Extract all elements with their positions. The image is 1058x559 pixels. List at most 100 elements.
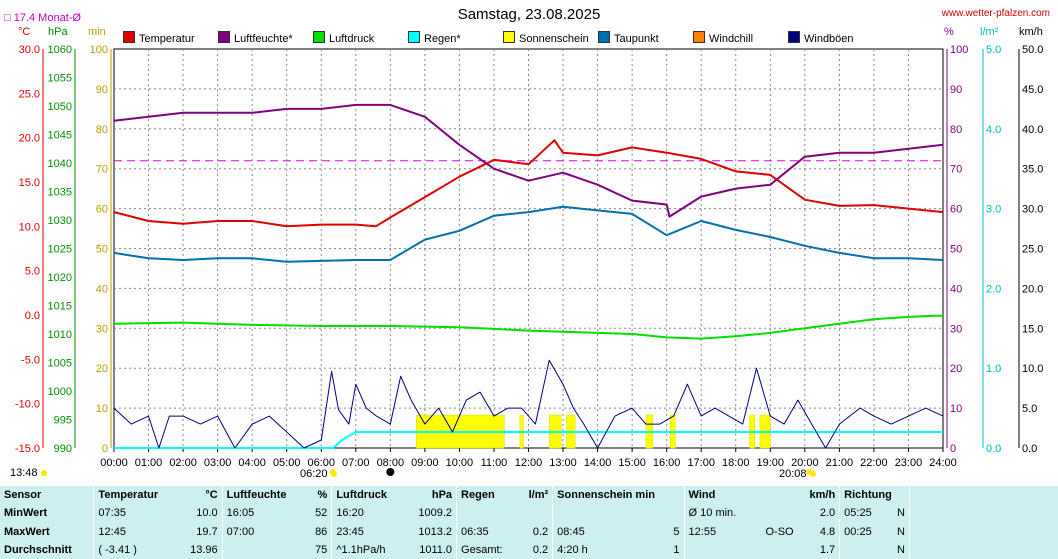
- wind-direction: [753, 541, 797, 559]
- stats-header-rain-unit: l/m²: [528, 489, 549, 502]
- statistics-table: Sensor Temperatur °C Luftfeuchte % Luftd…: [0, 486, 1058, 559]
- x-tick-label: 13:00: [549, 457, 577, 469]
- y-tick-label: 35.0: [1022, 164, 1043, 176]
- x-tick-label: 22:00: [860, 457, 888, 469]
- legend-swatch: [788, 31, 800, 43]
- series-line-luftfeuchte: [113, 103, 944, 218]
- current-time-marker: [386, 468, 395, 476]
- stats-header-sonnenschein: Sonnenschein min: [552, 486, 685, 505]
- sunset-time: 20:08: [779, 468, 816, 480]
- series-line-taupunkt: [113, 205, 944, 263]
- legend-taupunkt: Taupunkt: [598, 31, 659, 45]
- x-tick-label: 07:00: [342, 457, 370, 469]
- row-label: Durchschnitt: [4, 543, 72, 556]
- table-row: MaxWert 12:45 19.7 07:00 86 23:45 1013.2…: [0, 522, 1058, 541]
- wind-value: 2.0: [819, 507, 836, 520]
- legend-regen: Regen*: [408, 31, 461, 45]
- y-tick-label: 995: [54, 415, 72, 427]
- stats-header-richtung: Richtung: [839, 486, 910, 505]
- y-tick-label: 60: [96, 204, 108, 216]
- table-row: Durchschnitt ( -3.41 ) 13.96 75 ^1.1hPa/…: [0, 540, 1058, 559]
- wind-value: 1.7: [819, 543, 836, 556]
- stats-header-luftdruck: Luftdruck: [331, 486, 405, 505]
- y-tick-label: 20: [96, 363, 108, 375]
- x-tick-label: 11:00: [481, 457, 508, 469]
- legend-luftdruck: Luftdruck: [313, 31, 374, 45]
- x-tick-label: 18:00: [722, 457, 750, 469]
- rain-value: 0.2: [532, 543, 549, 556]
- x-tick-label: 04:00: [238, 457, 266, 469]
- hum-value: 86: [315, 525, 328, 538]
- legend-swatch: [313, 31, 325, 43]
- legend-label: Sonnenschein: [519, 33, 589, 45]
- dir-value: N: [897, 525, 905, 538]
- legend-swatch: [408, 31, 420, 43]
- press-value: 1009.2: [418, 507, 453, 520]
- y-tick-label: 1040: [48, 158, 72, 170]
- y-tick-label: 1055: [48, 73, 72, 85]
- y-tick-label: 20.0: [19, 133, 40, 145]
- y-tick-label: 70: [96, 164, 108, 176]
- chart-title: Samstag, 23.08.2025: [457, 6, 601, 23]
- month-average-swatch-icon: □: [4, 12, 11, 24]
- wind-unit: km/h: [1019, 26, 1043, 38]
- sun-time: 08:45: [552, 522, 649, 541]
- site-url[interactable]: www.wetter-pfalzen.com: [941, 8, 1050, 19]
- y-tick-label: 1.0: [986, 363, 1001, 375]
- y-tick-label: 40: [950, 283, 962, 295]
- rain-value: [518, 504, 553, 522]
- y-tick-label: 1035: [48, 187, 72, 199]
- dir-value: N: [897, 543, 905, 556]
- series-line-regen: [114, 431, 943, 449]
- y-tick-label: 100: [950, 44, 968, 56]
- dir-value: N: [897, 507, 905, 520]
- stats-header-temperatur: Temperatur: [93, 486, 178, 505]
- x-tick-label: 20:00: [791, 457, 819, 469]
- press-time: 16:20: [331, 504, 405, 523]
- y-tick-label: 50.0: [1022, 44, 1043, 56]
- stats-header-luftfeuchte: Luftfeuchte: [221, 486, 307, 505]
- x-tick-label: 01:00: [135, 457, 163, 469]
- y-tick-label: 1020: [48, 272, 72, 284]
- chart-start-time-text: 13:48: [10, 467, 38, 479]
- dir-time: 05:25: [839, 504, 888, 523]
- sunrise-time-text: 06:20: [300, 468, 328, 480]
- y-tick-label: 30.0: [1022, 204, 1043, 216]
- y-tick-label: 1050: [48, 101, 72, 113]
- legend-label: Windchill: [709, 33, 754, 45]
- temp-value: 10.0: [196, 507, 218, 520]
- legend-label: Windböen: [804, 33, 854, 45]
- rain-unit: l/m²: [980, 26, 999, 38]
- rain-time: [456, 504, 519, 523]
- y-tick-label: 10.0: [1022, 363, 1043, 375]
- stats-header-regen: Regen: [456, 486, 519, 505]
- y-tick-label: 30.0: [19, 44, 40, 56]
- y-tick-label: 4.0: [986, 124, 1001, 136]
- chart-start-time: 13:48: [10, 467, 47, 479]
- sunset-icon: [809, 471, 816, 477]
- legend-label: Temperatur: [139, 33, 195, 45]
- rain-value: 0.2: [532, 525, 549, 538]
- legend-luftfeuchte: Luftfeuchte*: [218, 31, 293, 45]
- x-tick-label: 24:00: [929, 457, 957, 469]
- y-tick-label: 90: [96, 84, 108, 96]
- temp-value: 19.7: [196, 525, 218, 538]
- y-tick-label: 1000: [48, 386, 72, 398]
- legend-label: Taupunkt: [614, 33, 659, 45]
- sunrise-icon: [330, 471, 337, 477]
- y-tick-label: 5.0: [25, 266, 40, 278]
- hum-value: 52: [315, 507, 328, 520]
- y-tick-label: 0.0: [986, 443, 1001, 455]
- legend-swatch: [123, 31, 135, 43]
- y-tick-label: 30: [96, 323, 108, 335]
- wind-value: 4.8: [819, 525, 836, 538]
- dir-time: [839, 540, 888, 559]
- rain-time: 06:35: [456, 522, 519, 541]
- legend-swatch: [503, 31, 515, 43]
- series-line-luftdruck: [113, 314, 943, 340]
- x-tick-label: 15:00: [618, 457, 646, 469]
- y-tick-label: 50: [950, 244, 962, 256]
- x-tick-label: 10:00: [446, 457, 474, 469]
- y-tick-label: 1005: [48, 358, 72, 370]
- y-tick-label: 50: [96, 244, 108, 256]
